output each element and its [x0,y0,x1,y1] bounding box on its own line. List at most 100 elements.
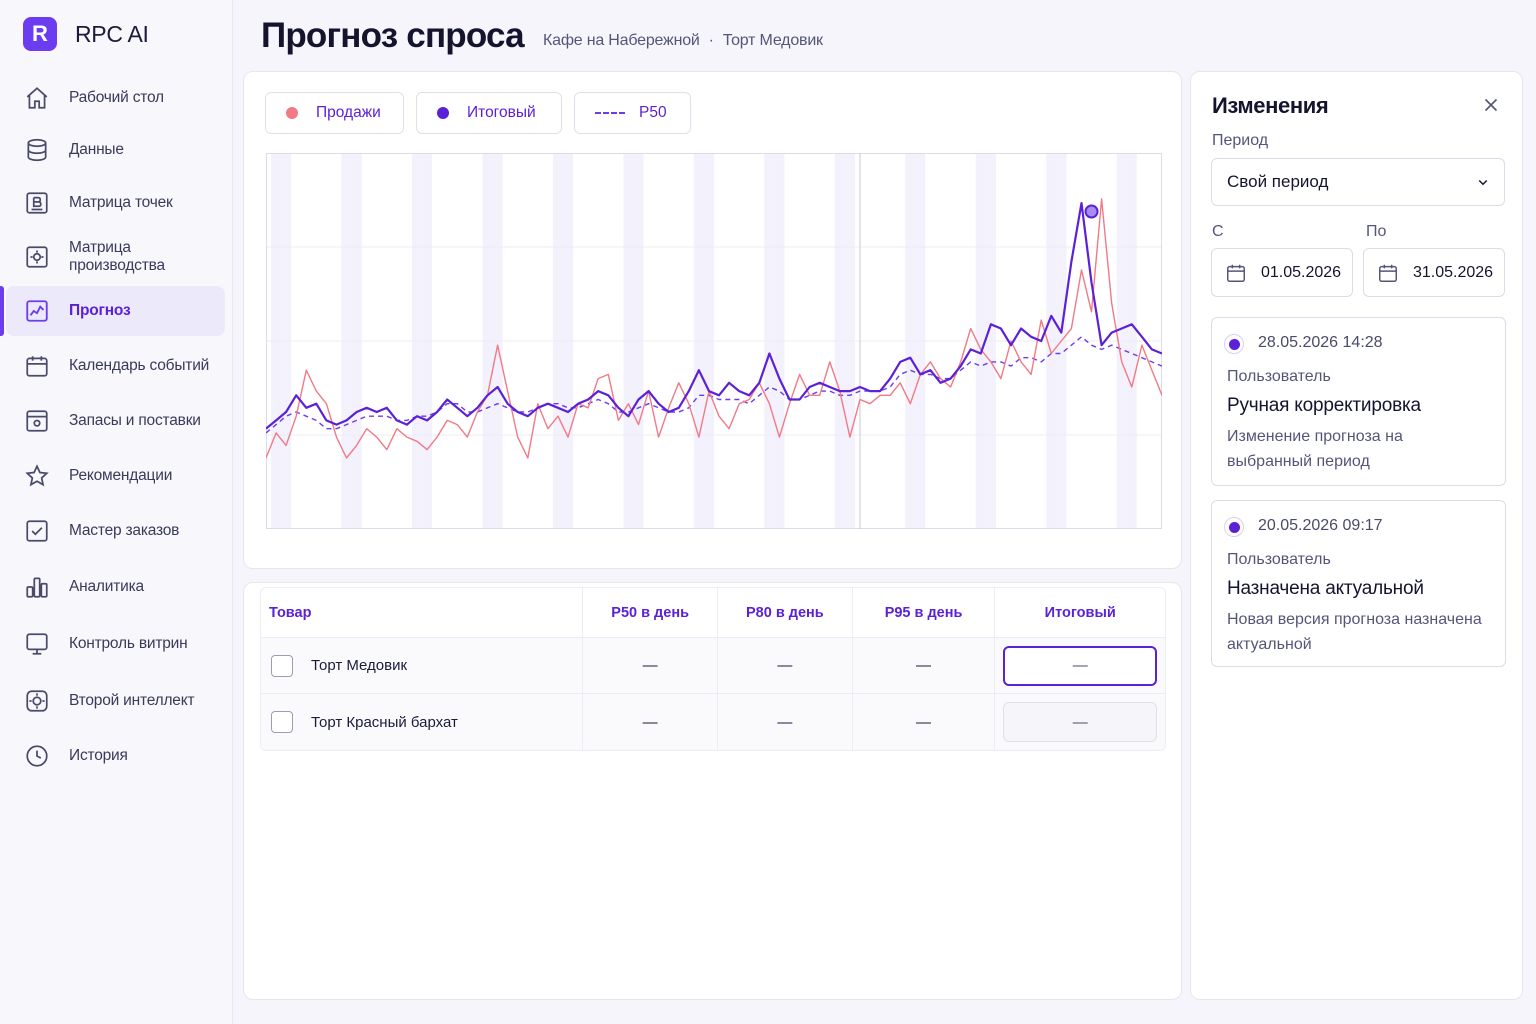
legend-sales-label: Продажи [316,104,381,121]
sidebar-item-dashboard[interactable]: Рабочий стол [6,73,225,123]
checkbox-icon [24,518,50,544]
col-header-p95[interactable]: P95 в день [853,588,996,637]
monitor-icon [24,631,50,657]
from-label: С [1212,223,1224,240]
brand[interactable]: R RPC AI [23,17,149,51]
sidebar-item-points-matrix[interactable]: Матрица точек [6,178,225,228]
forecast-table: Товар P50 в день P80 в день P95 в день И… [260,587,1166,751]
final-value-input[interactable]: — [1003,645,1158,686]
event-time: 28.05.2026 14:28 [1258,334,1383,351]
clock-icon [24,743,50,769]
sidebar-item-data[interactable]: Данные [6,125,225,175]
star-icon [24,463,50,489]
to-date-field[interactable]: 31.05.2026 [1363,248,1505,297]
series-final-line [266,202,1162,430]
event-description: Изменение прогноза на выбранный период [1227,428,1403,470]
p80-cell: — [718,694,853,750]
sidebar-item-history[interactable]: История [6,731,225,781]
sidebar-item-recommendations[interactable]: Рекомендации [6,451,225,501]
brand-name: RPC AI [75,20,149,47]
sidebar-item-label: Аналитика [69,578,144,595]
sidebar-item-production-matrix[interactable]: Матрица производства [6,232,225,282]
home-icon [24,85,50,111]
changes-panel: Изменения Период Свой период С По 01.05.… [1190,71,1523,1000]
sidebar-item-inventory[interactable]: Запасы и поставки [6,396,225,446]
p95-cell: — [853,638,996,693]
bar-chart-icon [24,574,50,600]
production-matrix-icon [24,244,50,270]
event-marker-icon [1224,334,1244,354]
legend-final-label: Итоговый [467,104,536,121]
product-name: Торт Красный бархат [311,713,458,731]
product-cell: Торт Медовик [261,638,584,693]
col-header-p50[interactable]: P50 в день [583,588,718,637]
change-event-card[interactable]: 28.05.2026 14:28 Пользователь Ручная кор… [1211,317,1506,486]
sidebar-item-label: Данные [69,141,124,158]
row-checkbox[interactable] [271,711,293,733]
final-cell: — [995,694,1165,750]
sidebar-item-label: История [69,747,128,764]
sidebar-item-forecast[interactable]: Прогноз [0,286,225,336]
sidebar-item-label: Матрица точек [69,194,173,211]
event-title: Ручная корректировка [1227,395,1421,416]
p50-cell: — [583,638,718,693]
p50-cell: — [583,694,718,750]
to-label: По [1366,223,1387,240]
sidebar-item-showcase-control[interactable]: Контроль витрин [6,619,225,669]
legend-p50-label: P50 [639,104,667,121]
chart-frame [266,153,1162,529]
event-title: Назначена актуальной [1227,578,1424,599]
product-name: Торт Медовик [311,657,408,674]
period-label: Период [1212,132,1269,149]
matrix-points-icon [24,190,50,216]
chevron-down-icon [1478,179,1488,186]
database-icon [24,137,50,163]
col-header-p80[interactable]: P80 в день [718,588,853,637]
event-user: Пользователь [1227,368,1331,385]
from-date-field[interactable]: 01.05.2026 [1211,248,1353,297]
sidebar-item-label: Второй интеллект [69,692,195,709]
table-row: Торт Медовик — — — — [261,638,1165,694]
final-cell: — [995,638,1165,693]
breadcrumb-location[interactable]: Кафе на Набережной [543,32,700,49]
sidebar-item-label: Запасы и поставки [69,412,201,429]
sidebar-item-label: Рекомендации [69,467,173,484]
sidebar-item-second-intelligence[interactable]: Второй интеллект [6,676,225,726]
col-header-product[interactable]: Товар [261,588,584,637]
from-date-value: 01.05.2026 [1261,263,1342,281]
forecast-chart[interactable] [266,153,1162,529]
gear-icon [24,688,50,714]
calendar-icon [1379,264,1397,282]
p95-cell: — [853,694,996,750]
sidebar-item-order-wizard[interactable]: Мастер заказов [6,506,225,556]
change-event-card[interactable]: 20.05.2026 09:17 Пользователь Назначена … [1211,500,1506,667]
calendar-icon [1227,264,1245,282]
sidebar-item-label: Рабочий стол [69,89,164,106]
event-marker-icon [1224,517,1244,537]
highlight-point [1084,204,1099,219]
sidebar-item-events-calendar[interactable]: Календарь событий [6,341,225,391]
period-select[interactable]: Свой период [1211,158,1505,206]
sidebar: R RPC AI Рабочий стол Данные Матрица точ… [0,0,233,1024]
sidebar-item-label: Матрица производства [69,239,165,274]
breadcrumb-product[interactable]: Торт Медовик [722,32,823,49]
page-title: Прогноз спроса [261,16,525,55]
legend-final-toggle[interactable]: Итоговый [416,92,562,134]
col-header-final[interactable]: Итоговый [1044,604,1116,621]
legend-p50-toggle[interactable]: P50 [574,92,691,134]
table-row: Торт Красный бархат — — — — [261,694,1165,750]
table-header-row: Товар P50 в день P80 в день P95 в день И… [261,588,1165,638]
close-icon[interactable] [1480,94,1502,116]
event-user: Пользователь [1227,551,1331,568]
sidebar-item-analytics[interactable]: Аналитика [6,562,225,612]
period-select-value: Свой период [1227,172,1329,191]
sidebar-item-label: Прогноз [69,302,131,319]
event-description: Новая версия прогноза назначена актуальн… [1227,611,1482,653]
row-checkbox[interactable] [271,654,293,677]
sidebar-item-label: Контроль витрин [69,635,188,652]
brand-logo: R [23,17,57,51]
final-value-input[interactable]: — [1003,702,1158,742]
dashed-line-icon [595,112,625,114]
panel-title: Изменения [1212,93,1329,118]
legend-sales-toggle[interactable]: Продажи [265,92,404,134]
